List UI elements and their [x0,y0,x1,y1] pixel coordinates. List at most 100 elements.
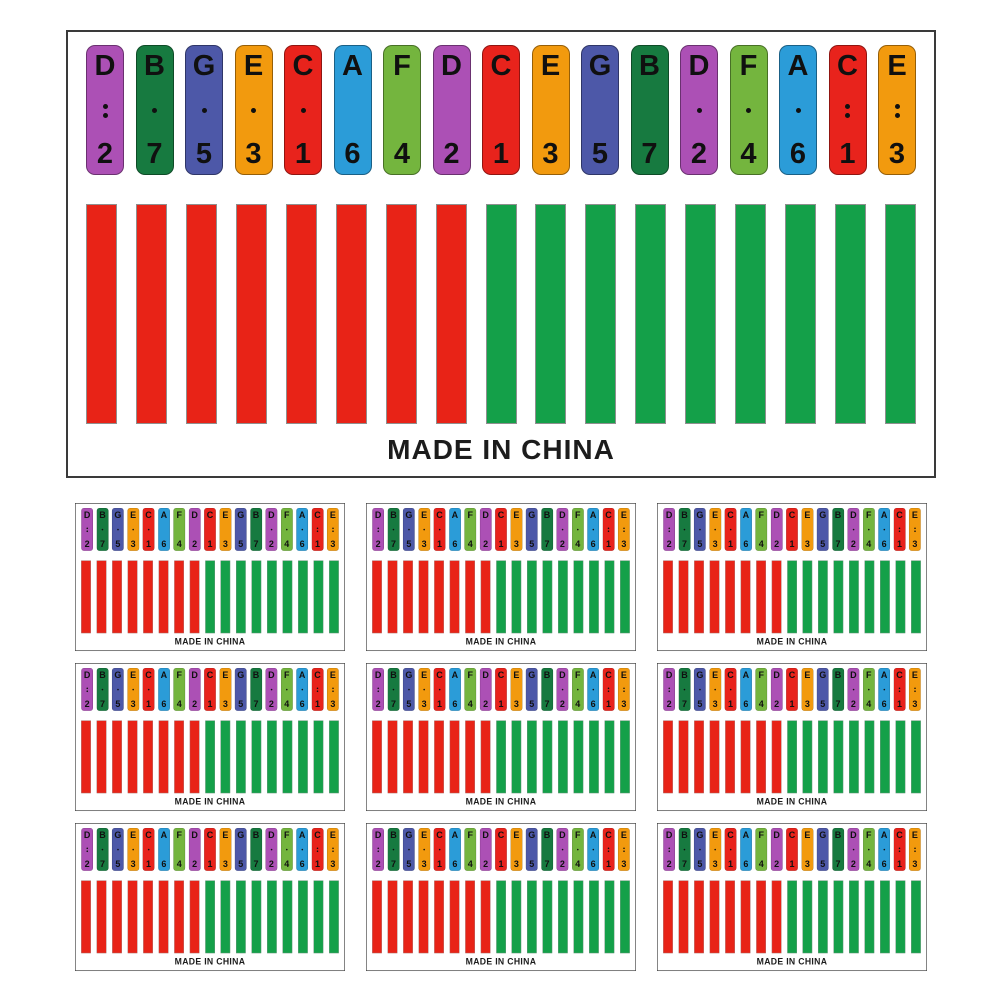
note-letter: C [837,50,858,82]
octave-dots [883,526,885,534]
red-tine-bar [725,720,735,794]
jianpu-number: 6 [299,538,305,550]
jianpu-number: 6 [881,858,887,870]
octave-dot [423,848,425,851]
note-letter: C [206,669,214,681]
made-in-china-label: MADE IN CHINA [174,956,246,967]
note-letter: C [605,829,612,841]
octave-dot [270,848,273,851]
jianpu-number: 1 [437,538,443,550]
note-letter: D [94,50,116,82]
note-letter: A [160,509,168,521]
note-letter: B [681,669,688,681]
jianpu-number: 1 [605,858,612,870]
jianpu-number: 3 [245,138,262,170]
note-letter: C [436,509,443,521]
note-letter: E [712,829,719,841]
octave-dots [894,99,900,123]
jianpu-number: 4 [575,538,581,550]
octave-dots [438,526,441,534]
octave-dot [147,848,150,851]
octave-dot [914,530,916,532]
note-letter: D [374,829,382,841]
jianpu-number: 3 [712,858,718,870]
octave-dot [699,528,701,531]
red-tine-bar [158,880,169,954]
jianpu-number: 4 [866,538,872,550]
octave-dots [152,99,157,123]
jianpu-number: 6 [344,138,361,170]
octave-dots [408,846,410,854]
octave-dot [883,688,885,691]
note-letter: D [83,829,91,841]
octave-dots [332,526,334,534]
made-in-china-label: MADE IN CHINA [465,796,537,807]
jianpu-number: 4 [758,698,764,710]
note-letter: C [145,829,152,841]
octave-dots [408,526,410,534]
note-letter: E [712,509,719,521]
jianpu-number: 7 [641,138,658,170]
octave-dot [86,527,88,529]
note-letter: C [605,669,612,681]
jianpu-number: 3 [912,858,918,870]
green-tine-bar [911,880,921,954]
jianpu-number: 6 [452,698,458,710]
octave-dot [795,108,801,113]
note-letter: C [727,829,734,841]
octave-dots [377,846,379,854]
octave-dot [914,527,916,529]
green-tine-bar [251,560,262,634]
jianpu-number: 4 [866,858,872,870]
octave-dots [86,686,88,694]
note-letter: E [804,509,811,521]
note-letter: E [804,829,811,841]
octave-dot [607,847,610,849]
octave-dot [377,687,379,689]
jianpu-number: 2 [192,698,198,710]
note-letter: C [490,50,512,82]
octave-dots [729,526,732,534]
note-letter: F [467,829,474,841]
octave-dot [270,528,273,531]
note-letter: F [467,509,474,521]
jianpu-number: 3 [621,858,627,870]
note-letter: A [787,50,809,82]
note-letter: C [727,669,734,681]
jianpu-number: 4 [575,858,581,870]
octave-dot [623,530,625,532]
jianpu-number: 5 [820,538,826,550]
red-tine-bar [418,560,429,634]
red-tine-bar [771,560,782,634]
octave-dots [270,846,273,854]
note-letter: A [880,509,888,521]
note-letter: A [742,509,750,521]
note-letter: B [543,829,551,841]
octave-dots [377,686,379,694]
made-in-china-label: MADE IN CHINA [387,434,615,465]
